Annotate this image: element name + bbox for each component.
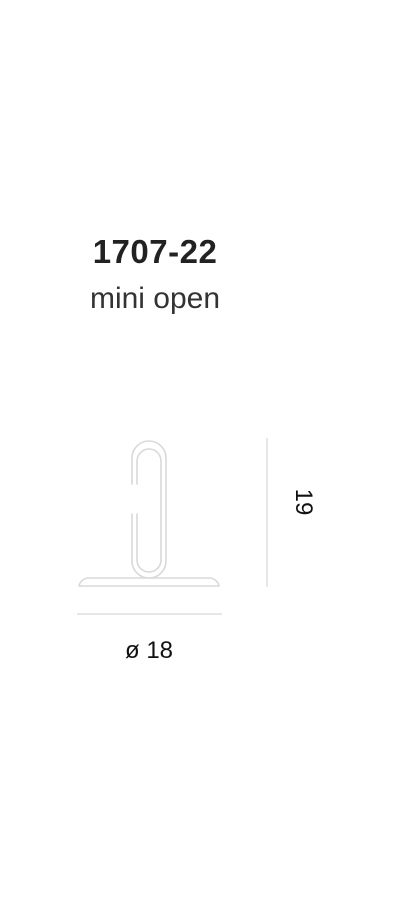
product-code: 1707-22 (92, 233, 218, 270)
lamp-stem-inner (136, 448, 162, 573)
height-label: 19 (290, 489, 317, 516)
lamp-stem-outer (131, 440, 167, 579)
product-name: mini open (89, 282, 221, 315)
lamp-outline (78, 440, 220, 587)
lamp-base (78, 577, 220, 587)
diameter-label: ø 18 (125, 637, 173, 664)
